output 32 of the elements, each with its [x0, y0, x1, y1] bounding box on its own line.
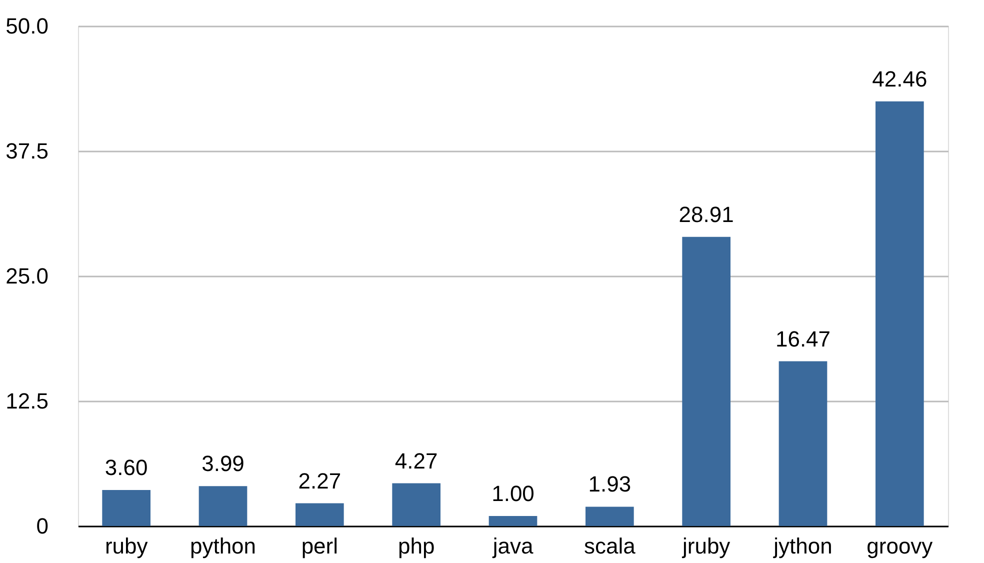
y-tick-label: 12.5	[6, 388, 48, 414]
x-tick-label: python	[190, 534, 256, 558]
x-tick-label: scala	[584, 534, 636, 558]
bar	[586, 506, 634, 526]
bar	[682, 236, 730, 526]
data-label: 4.27	[394, 448, 438, 474]
x-tick-label: perl	[301, 534, 338, 558]
x-tick-label: jython	[772, 534, 832, 558]
bar	[102, 490, 150, 526]
y-tick-label: 50.0	[6, 14, 48, 38]
y-tick-label: 0	[36, 514, 48, 538]
x-tick-label: ruby	[104, 534, 148, 558]
bar	[778, 361, 828, 526]
x-tick-label: groovy	[866, 534, 933, 558]
bar	[488, 516, 538, 526]
y-tick-label: 37.5	[6, 138, 48, 164]
y-tick-label: 25.0	[6, 264, 48, 288]
x-tick-label: java	[492, 534, 534, 558]
bar	[392, 483, 440, 526]
data-label: 1.93	[588, 472, 632, 497]
data-label: 3.60	[104, 455, 148, 480]
x-tick-label: php	[398, 534, 435, 558]
data-label: 16.47	[775, 326, 831, 352]
data-label: 42.46	[872, 66, 928, 92]
bar	[296, 503, 344, 526]
x-tick-label: jruby	[681, 534, 730, 558]
data-label: 3.99	[202, 451, 244, 476]
data-label: 2.27	[298, 468, 342, 494]
bar	[876, 101, 924, 526]
data-label: 28.91	[678, 202, 734, 227]
bar	[198, 486, 248, 526]
data-label: 1.00	[492, 481, 534, 506]
